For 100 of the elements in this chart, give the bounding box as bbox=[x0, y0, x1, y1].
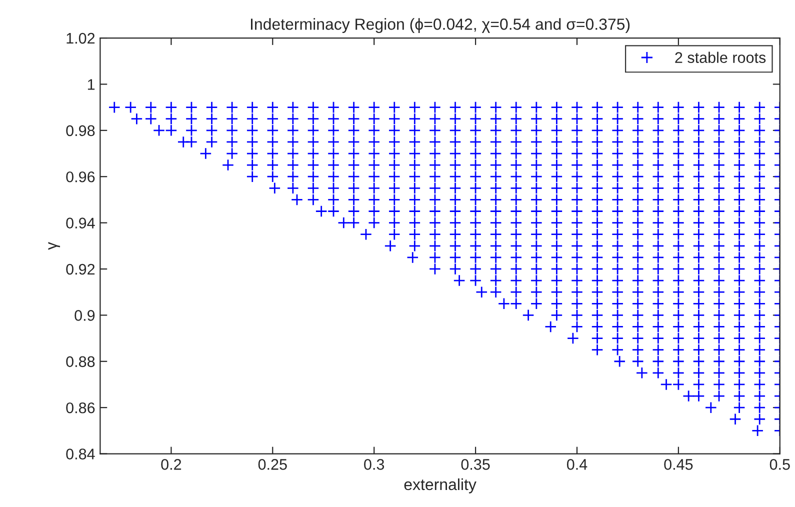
point bbox=[754, 413, 766, 426]
point bbox=[570, 147, 584, 160]
point bbox=[388, 216, 400, 229]
point bbox=[307, 158, 320, 172]
point bbox=[692, 298, 705, 310]
point bbox=[570, 170, 584, 183]
point bbox=[368, 101, 380, 114]
point bbox=[530, 194, 542, 206]
point bbox=[712, 390, 726, 402]
point bbox=[368, 182, 380, 194]
point bbox=[733, 378, 746, 391]
point bbox=[754, 298, 766, 310]
point bbox=[510, 101, 522, 114]
point bbox=[550, 228, 563, 240]
point bbox=[591, 251, 604, 264]
point bbox=[754, 216, 766, 229]
point bbox=[124, 101, 137, 114]
point bbox=[754, 378, 766, 391]
point bbox=[449, 124, 462, 136]
point bbox=[185, 136, 198, 148]
point bbox=[266, 136, 279, 148]
y-tick-label: 0.84 bbox=[66, 448, 95, 460]
point bbox=[510, 262, 522, 276]
point bbox=[388, 147, 400, 160]
point bbox=[490, 194, 502, 206]
point bbox=[530, 112, 542, 125]
point bbox=[632, 112, 644, 125]
point bbox=[428, 170, 442, 183]
point bbox=[550, 124, 563, 136]
point bbox=[754, 147, 766, 160]
point bbox=[632, 136, 644, 148]
point bbox=[612, 194, 624, 206]
point bbox=[712, 355, 726, 368]
point bbox=[652, 147, 664, 160]
point bbox=[408, 101, 421, 114]
point bbox=[408, 240, 421, 252]
y-tick-label: 0.88 bbox=[66, 356, 95, 368]
point bbox=[672, 228, 685, 240]
point bbox=[591, 182, 604, 194]
point bbox=[612, 158, 624, 172]
point bbox=[733, 228, 746, 240]
point bbox=[570, 240, 584, 252]
point bbox=[652, 320, 664, 333]
point bbox=[672, 205, 685, 218]
point bbox=[652, 286, 664, 298]
point bbox=[570, 228, 584, 240]
y-tick-label: 0.98 bbox=[66, 125, 95, 136]
point bbox=[632, 355, 644, 368]
point bbox=[428, 136, 442, 148]
point bbox=[612, 251, 624, 264]
point bbox=[692, 251, 705, 264]
point bbox=[612, 170, 624, 183]
point bbox=[469, 182, 482, 194]
point bbox=[652, 228, 664, 240]
point bbox=[490, 124, 502, 136]
point bbox=[453, 274, 466, 287]
point bbox=[348, 205, 360, 218]
point bbox=[733, 309, 746, 322]
point bbox=[591, 147, 604, 160]
point bbox=[550, 112, 563, 125]
point bbox=[266, 124, 279, 136]
point bbox=[692, 158, 705, 172]
y-tick-label: 0.92 bbox=[66, 264, 95, 275]
point bbox=[712, 205, 726, 218]
x-tick-label: 0.4 bbox=[566, 459, 588, 470]
point bbox=[368, 205, 380, 218]
point bbox=[754, 228, 766, 240]
point bbox=[449, 228, 462, 240]
point bbox=[246, 124, 258, 136]
point bbox=[591, 332, 604, 344]
point bbox=[469, 158, 482, 172]
point bbox=[712, 332, 726, 344]
point bbox=[327, 158, 340, 172]
point bbox=[712, 124, 726, 136]
point bbox=[754, 182, 766, 194]
point bbox=[712, 228, 726, 240]
point bbox=[712, 274, 726, 287]
point bbox=[165, 112, 178, 125]
point bbox=[591, 216, 604, 229]
point bbox=[754, 286, 766, 298]
point bbox=[692, 309, 705, 322]
point bbox=[246, 136, 258, 148]
point bbox=[360, 228, 372, 240]
point bbox=[327, 205, 340, 218]
point bbox=[152, 124, 166, 136]
point bbox=[591, 170, 604, 183]
point bbox=[428, 112, 442, 125]
point bbox=[530, 251, 542, 264]
point bbox=[591, 136, 604, 148]
point bbox=[368, 147, 380, 160]
point bbox=[591, 205, 604, 218]
point bbox=[307, 170, 320, 183]
point bbox=[348, 124, 360, 136]
x-tick-label: 0.25 bbox=[258, 459, 287, 470]
point bbox=[612, 262, 624, 276]
point bbox=[490, 170, 502, 183]
point bbox=[733, 298, 746, 310]
point bbox=[550, 274, 563, 287]
point bbox=[652, 124, 664, 136]
point bbox=[682, 390, 695, 402]
